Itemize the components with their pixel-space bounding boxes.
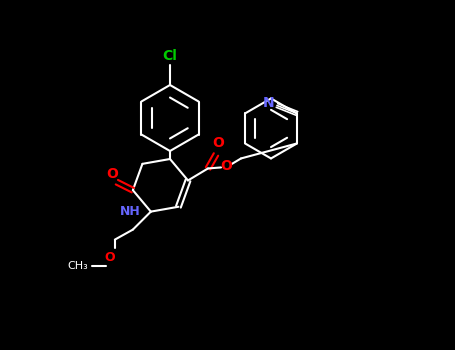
Text: N: N: [263, 97, 275, 111]
Text: O: O: [106, 167, 118, 181]
Text: O: O: [105, 251, 115, 264]
Text: CH₃: CH₃: [67, 261, 88, 271]
Text: O: O: [212, 136, 224, 150]
Text: NH: NH: [120, 205, 141, 218]
Text: Cl: Cl: [162, 49, 177, 63]
Text: O: O: [220, 160, 232, 174]
